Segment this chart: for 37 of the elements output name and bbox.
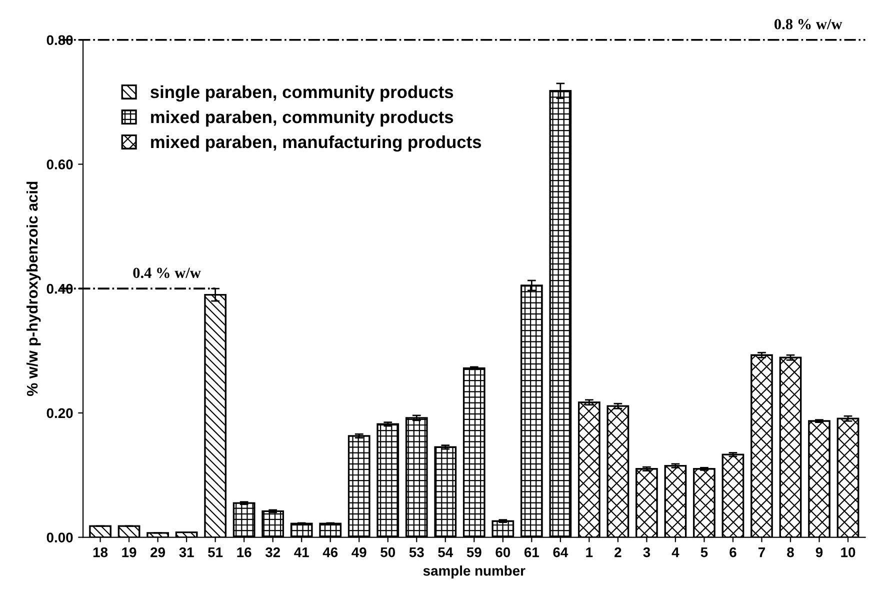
x-tick-label: 19	[122, 547, 136, 558]
ref-line-label: 0.4 % w/w	[133, 268, 201, 278]
x-tick-label: 59	[466, 547, 482, 558]
x-axis-title: sample number	[423, 566, 526, 578]
x-tick-label: 46	[322, 547, 338, 558]
y-axis-title: % w/w p-hydroxybenzoic acid	[26, 182, 41, 396]
x-tick-label: 64	[553, 547, 568, 558]
x-tick-label: 54	[438, 548, 454, 558]
x-tick-label: 5	[700, 548, 708, 558]
x-tick-label: 16	[237, 547, 252, 558]
x-tick-label: 60	[496, 547, 510, 558]
x-tick-label: 32	[265, 547, 280, 558]
x-tick-label: 18	[93, 547, 108, 558]
x-tick-label: 53	[409, 547, 424, 558]
x-tick-label: 2	[614, 547, 622, 558]
legend-label: mixed paraben, manufacturing products	[151, 135, 482, 152]
x-tick-label: 49	[352, 547, 366, 558]
x-tick-label: 51	[208, 548, 223, 558]
legend-label: mixed paraben, community products	[151, 110, 454, 127]
ref-line-label: 0.8 % w/w	[774, 18, 842, 30]
x-tick-label: 50	[380, 547, 396, 558]
x-tick-label: 61	[524, 547, 539, 558]
x-tick-label: 29	[150, 547, 166, 558]
x-tick-label: 6	[730, 547, 736, 558]
legend-label: single paraben, community products	[150, 85, 454, 102]
x-tick-label: 1	[586, 548, 593, 558]
x-tick-label: 41	[294, 548, 309, 558]
x-tick-label: 4	[672, 548, 680, 558]
x-tick-label: 7	[758, 548, 765, 558]
y-tick-label: 0.60	[46, 160, 73, 170]
x-tick-label: 8	[787, 547, 794, 558]
x-tick-label: 3	[643, 547, 650, 558]
x-tick-label: 10	[841, 547, 856, 558]
y-tick-label: 0.20	[46, 408, 73, 418]
x-tick-label: 9	[816, 547, 823, 558]
x-tick-label: 31	[179, 547, 194, 558]
y-tick-label: 0.00	[46, 532, 73, 542]
